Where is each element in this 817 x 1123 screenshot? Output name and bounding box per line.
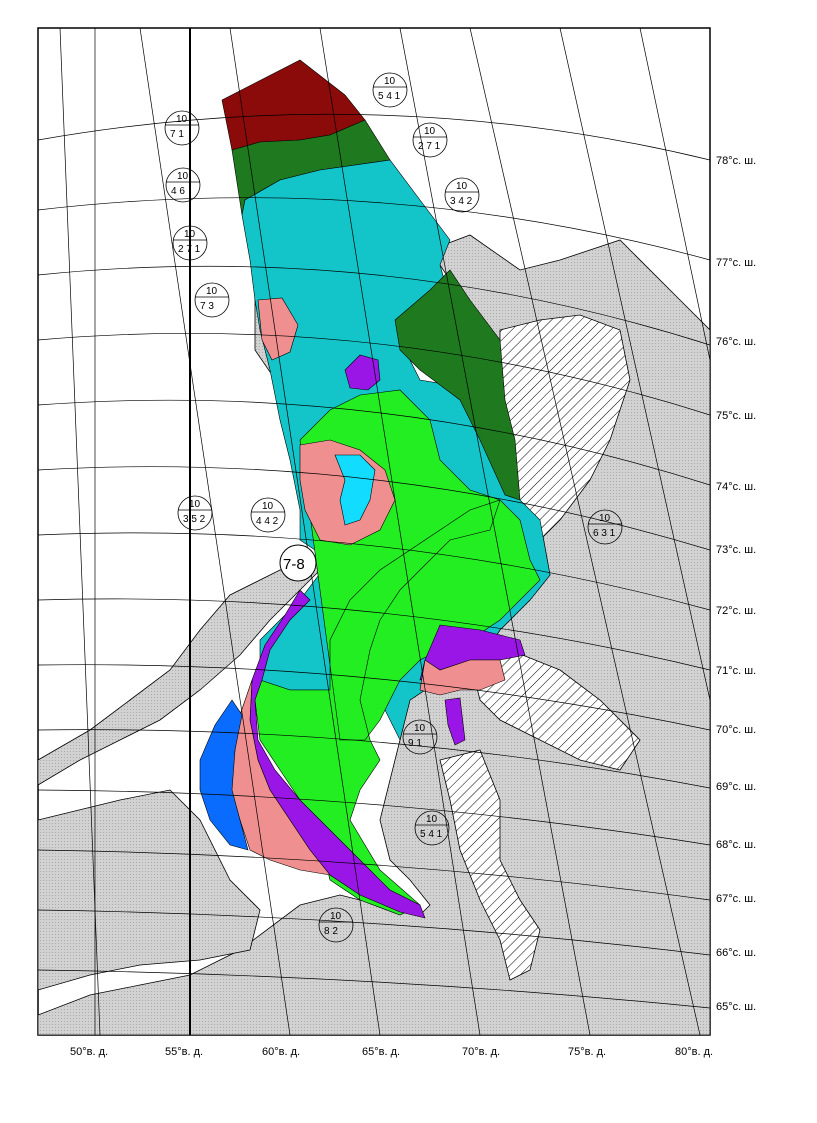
egg-code: 10 3 5 2 (177, 495, 213, 531)
lon-label: 80°в. д. (675, 1046, 713, 1058)
egg-partial: 4 6 (171, 186, 185, 197)
lat-label: 68°с. ш. (716, 839, 756, 851)
lat-label: 69°с. ш. (716, 781, 756, 793)
egg-total: 10 (184, 229, 196, 240)
egg-total: 10 (262, 501, 274, 512)
lon-label: 60°в. д. (262, 1046, 300, 1058)
region-label: 7-8 (279, 544, 317, 582)
lat-label: 72°с. ш. (716, 605, 756, 617)
egg-total: 10 (189, 499, 201, 510)
egg-total: 10 (176, 114, 188, 125)
land-west-lower (38, 789, 261, 991)
latitude-labels: 78°с. ш. 77°с. ш. 76°с. ш. 75°с. ш. 74°с… (716, 155, 756, 1013)
lon-label: 50°в. д. (70, 1046, 108, 1058)
egg-code: 10 2 7 1 (172, 225, 208, 261)
egg-code: 10 2 7 1 (412, 122, 448, 158)
egg-total: 10 (177, 171, 189, 182)
egg-partial: 9 1 (408, 738, 422, 749)
egg-total: 10 (206, 286, 218, 297)
lon-label: 75°в. д. (568, 1046, 606, 1058)
egg-code: 109 1 (402, 719, 438, 755)
egg-partial: 7 3 (200, 301, 214, 312)
lon-label: 55°в. д. (165, 1046, 203, 1058)
zone-pink-east (419, 659, 506, 696)
egg-code: 104 6 (165, 167, 201, 203)
egg-code: 108 2 (318, 907, 354, 943)
lat-label: 66°с. ш. (716, 947, 756, 959)
egg-partial: 3 5 2 (183, 514, 206, 525)
fast-ice-south (439, 749, 541, 981)
lon-label: 70°в. д. (462, 1046, 500, 1058)
graticule (38, 28, 710, 1035)
egg-code: 107 1 (164, 110, 200, 146)
egg-partial: 2 7 1 (178, 244, 201, 255)
zone-purple-gulf (444, 697, 466, 746)
egg-total: 10 (426, 814, 438, 825)
lat-label: 77°с. ш. (716, 257, 756, 269)
region-label-text: 7-8 (283, 556, 305, 573)
lat-label: 76°с. ш. (716, 336, 756, 348)
zone-dark-green-east (394, 269, 521, 501)
egg-partial: 5 4 1 (378, 91, 401, 102)
egg-total: 10 (424, 126, 436, 137)
egg-code: 10 5 4 1 (414, 810, 450, 846)
zone-blue (199, 699, 249, 851)
egg-partial: 4 4 2 (256, 516, 279, 527)
egg-code: 10 6 3 1 (587, 509, 623, 545)
zone-pink-nz (257, 297, 299, 361)
zone-purple-north (344, 354, 381, 391)
lat-label: 65°с. ш. (716, 1001, 756, 1013)
egg-code: 10 4 4 2 (250, 497, 286, 533)
egg-partial: 2 7 1 (418, 141, 441, 152)
egg-code: 107 3 (194, 282, 230, 318)
lon-label: 65°в. д. (362, 1046, 400, 1058)
lat-label: 74°с. ш. (716, 481, 756, 493)
lat-label: 73°с. ш. (716, 544, 756, 556)
lat-label: 70°с. ш. (716, 724, 756, 736)
longitude-labels: 50°в. д. 55°в. д. 60°в. д. 65°в. д. 70°в… (70, 1046, 713, 1058)
egg-code: 10 3 4 2 (444, 177, 480, 213)
egg-total: 10 (599, 513, 611, 524)
egg-partial: 3 4 2 (450, 196, 473, 207)
egg-partial: 7 1 (170, 129, 184, 140)
egg-partial: 6 3 1 (593, 528, 616, 539)
fast-ice-gydan (469, 649, 641, 771)
lat-label: 75°с. ш. (716, 410, 756, 422)
egg-total: 10 (384, 76, 396, 87)
egg-total: 10 (414, 723, 426, 734)
egg-code: 10 5 4 1 (372, 72, 408, 108)
egg-partial: 8 2 (324, 926, 338, 937)
egg-partial: 5 4 1 (420, 829, 443, 840)
lat-label: 71°с. ш. (716, 665, 756, 677)
zone-light-blue (334, 454, 376, 526)
egg-total: 10 (330, 911, 342, 922)
lat-label: 78°с. ш. (716, 155, 756, 167)
egg-total: 10 (456, 181, 468, 192)
lat-label: 67°с. ш. (716, 893, 756, 905)
